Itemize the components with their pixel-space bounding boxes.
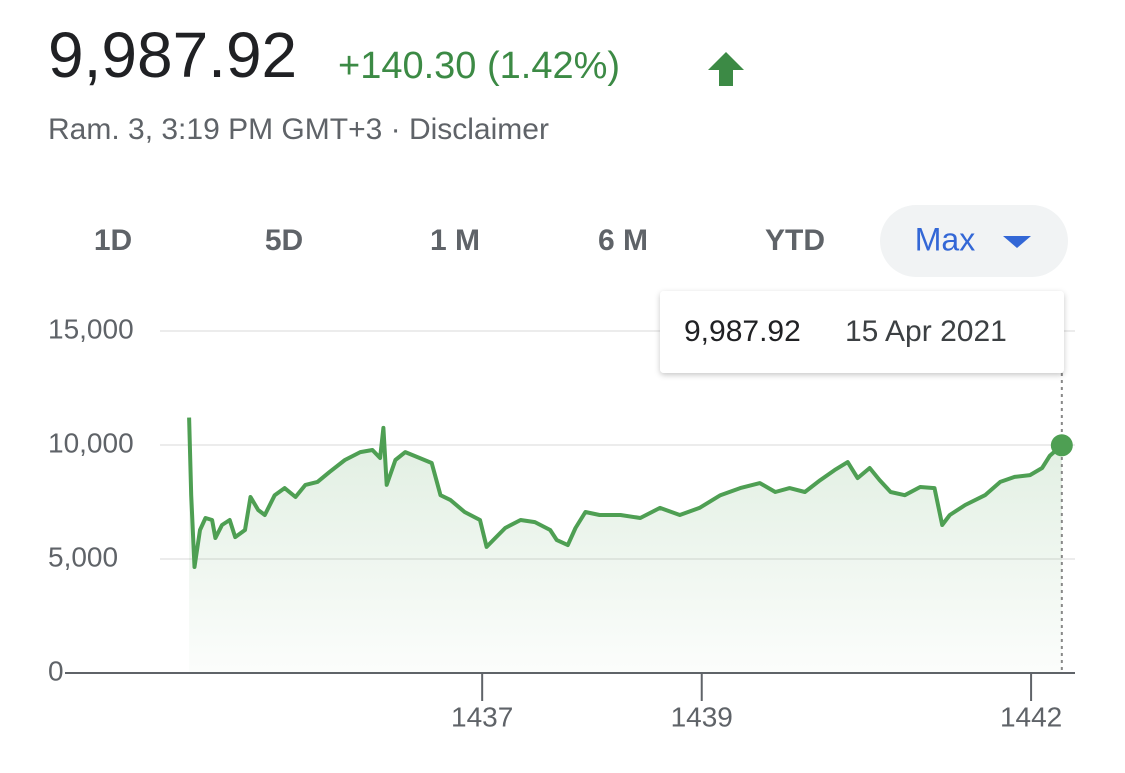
range-tab[interactable]: 1 M [430,224,480,257]
range-tab[interactable]: 1D [94,224,132,257]
dropdown-caret[interactable] [1003,236,1031,248]
hover-dot [1050,434,1073,457]
timestamp[interactable]: Ram. 3, 3:19 PM GMT+3 · Disclaimer [48,113,549,146]
range-tab[interactable]: 6 M [598,224,648,257]
range-tab[interactable]: 5D [265,224,303,257]
tooltip-value: 9,987.92 [684,315,801,348]
x-tick-label: 1437 [451,701,513,732]
tooltip-date: 15 Apr 2021 [845,315,1007,348]
x-tick-label: 1442 [1000,701,1062,732]
up-arrow [708,52,744,86]
y-tick-label: 0 [48,655,64,686]
area [189,417,1062,673]
tooltip [660,291,1064,373]
plot: 0 5,000 10,000 15,000 1437 1439 1442 [48,313,1075,732]
y-tick-label: 15,000 [48,313,134,344]
y-tick-label: 5,000 [48,541,118,572]
price-change: +140.30 (1.42%) [338,45,620,87]
y-tick-label: 10,000 [48,427,134,458]
selected-tab-bg [880,205,1068,277]
price: 9,987.92 [48,19,297,91]
x-tick-label: 1439 [671,701,733,732]
range-tab[interactable]: YTD [765,224,825,257]
range-tab-selected[interactable]: Max [915,221,975,257]
tooltip-box [660,291,1064,373]
price-line [187,417,1064,569]
